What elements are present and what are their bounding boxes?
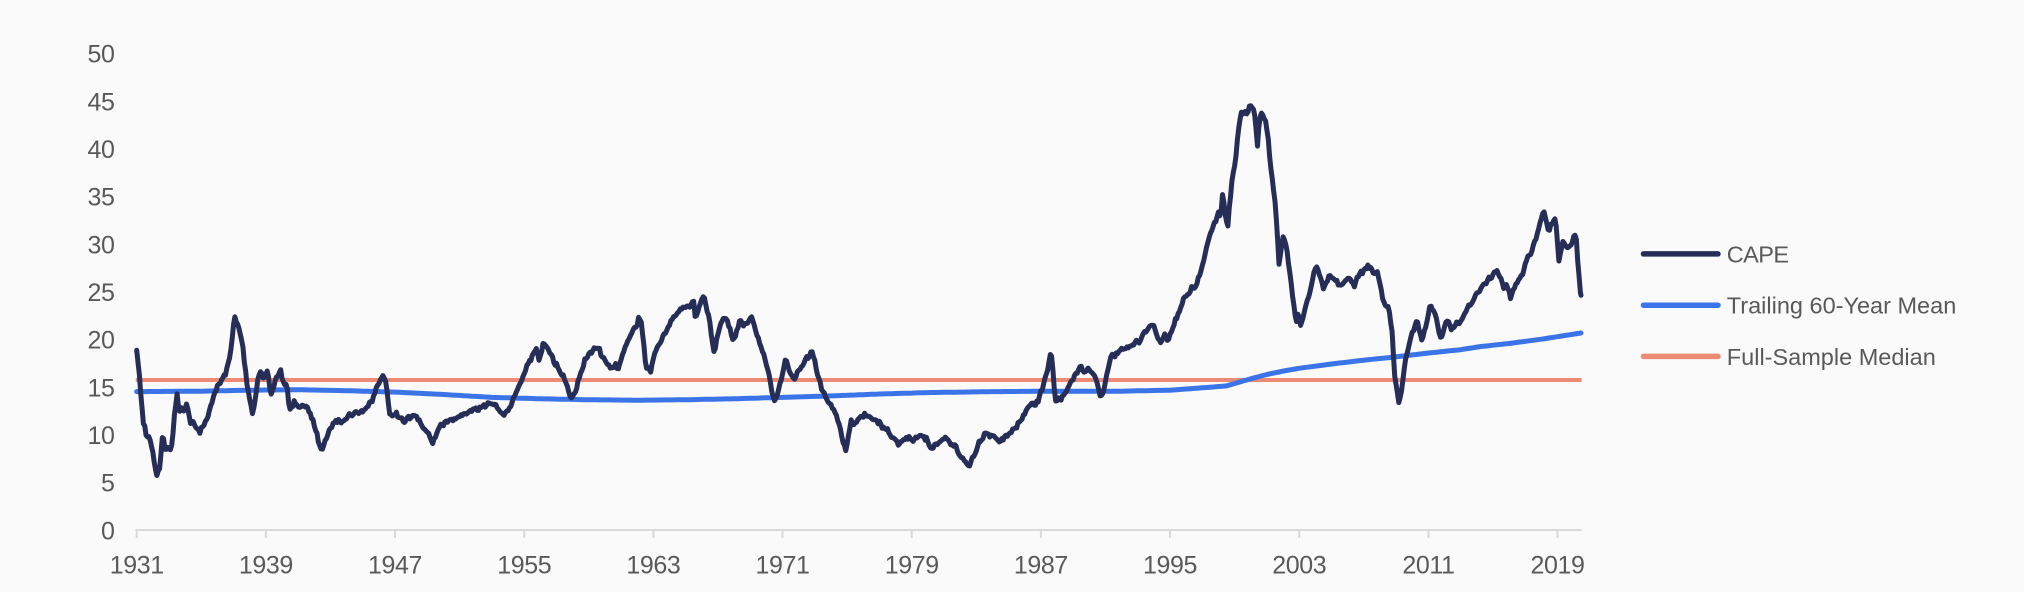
- svg-text:35: 35: [87, 184, 114, 212]
- svg-text:1995: 1995: [1143, 552, 1197, 580]
- svg-text:25: 25: [87, 279, 114, 307]
- svg-text:1979: 1979: [885, 552, 939, 580]
- svg-text:1939: 1939: [239, 552, 293, 580]
- svg-text:20: 20: [87, 327, 114, 355]
- svg-text:2019: 2019: [1530, 552, 1584, 580]
- svg-text:2011: 2011: [1402, 552, 1454, 580]
- svg-text:1931: 1931: [110, 552, 164, 580]
- svg-text:0: 0: [101, 517, 115, 545]
- svg-text:1947: 1947: [368, 552, 422, 580]
- svg-text:Trailing 60-Year Mean: Trailing 60-Year Mean: [1727, 293, 1956, 319]
- svg-text:45: 45: [87, 88, 114, 116]
- svg-text:40: 40: [87, 136, 114, 164]
- svg-text:30: 30: [87, 231, 114, 259]
- svg-text:5: 5: [101, 470, 115, 498]
- svg-text:2003: 2003: [1272, 552, 1326, 580]
- svg-text:1971: 1971: [755, 552, 809, 580]
- svg-text:Full-Sample Median: Full-Sample Median: [1727, 344, 1936, 370]
- svg-text:50: 50: [87, 41, 114, 69]
- svg-text:10: 10: [87, 422, 114, 450]
- svg-text:CAPE: CAPE: [1727, 241, 1789, 267]
- svg-text:1987: 1987: [1014, 552, 1068, 580]
- svg-text:1955: 1955: [497, 552, 551, 580]
- svg-text:15: 15: [87, 374, 114, 402]
- svg-text:1963: 1963: [626, 552, 680, 580]
